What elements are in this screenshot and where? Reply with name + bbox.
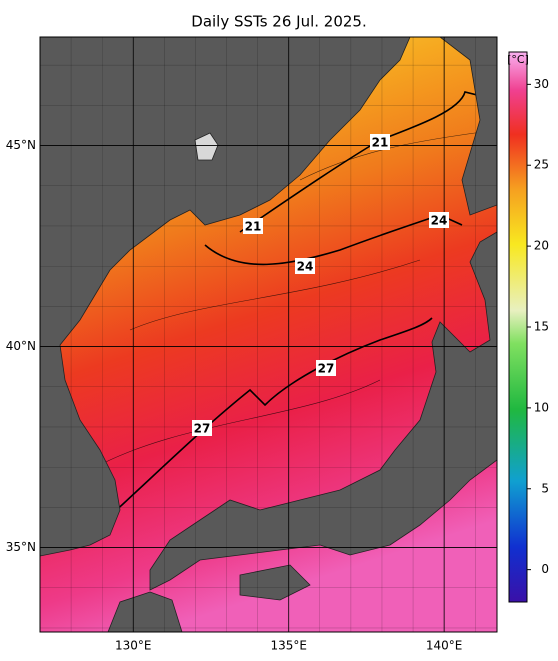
map-area: 21 21 24 24 27 27 — [40, 37, 497, 632]
colorbar-tick-label: 15 — [534, 320, 549, 334]
contour-24 — [204, 214, 463, 266]
contour-label: 21 — [245, 220, 262, 234]
colorbar-tick-label: 20 — [534, 239, 549, 253]
x-tick-label: 135°E — [270, 639, 307, 653]
contour — [89, 379, 381, 471]
contour-labels: 21 21 24 24 27 27 — [192, 134, 449, 436]
map-frame — [39, 36, 498, 633]
x-tick-label: 130°E — [115, 639, 152, 653]
colorbar-unit: [°C] — [507, 53, 529, 66]
contour-label-box — [243, 218, 263, 234]
land-kyushu — [107, 591, 183, 632]
contour-label: 27 — [194, 422, 211, 436]
graticule — [40, 37, 497, 632]
contour — [299, 129, 497, 181]
contour-label-box — [316, 360, 336, 376]
contour-27 — [99, 317, 433, 526]
colorbar-tick-label: 0 — [541, 562, 549, 576]
land-honshu — [149, 231, 497, 591]
contour-label-box — [192, 420, 212, 436]
axes: 130°E 135°E 140°E 35°N 40°N 45°N 0 5 10 15 20 25 30 — [6, 77, 549, 653]
colorbar-tick-label: 30 — [534, 77, 549, 91]
y-tick-label: 35°N — [6, 540, 36, 554]
island — [194, 132, 219, 161]
land-hokkaido — [439, 37, 497, 216]
x-tick-label: 140°E — [426, 639, 463, 653]
title: Daily SSTs 26 Jul. 2025. — [191, 13, 366, 31]
colorbar — [508, 51, 528, 603]
y-tick-label: 45°N — [6, 138, 36, 152]
y-tick-label: 40°N — [6, 339, 36, 353]
colorbar-tick-label: 10 — [534, 400, 549, 414]
colorbar-tick-label: 5 — [541, 481, 549, 495]
contour-label-box — [429, 212, 449, 228]
contour-label-box — [370, 134, 390, 150]
contour-label: 27 — [318, 362, 335, 376]
contour-label: 21 — [372, 136, 389, 150]
contour-label: 24 — [297, 260, 314, 274]
land-asia — [40, 37, 411, 557]
contour-label-box — [295, 258, 315, 274]
colorbar-tick-label: 25 — [534, 158, 549, 172]
contour — [129, 259, 421, 331]
contour-label: 24 — [431, 214, 448, 228]
